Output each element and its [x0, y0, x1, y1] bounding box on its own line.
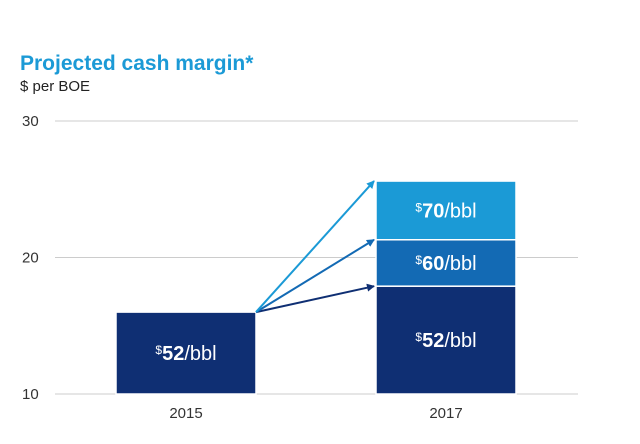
price-unit: /bbl	[184, 343, 216, 365]
currency-symbol: $	[415, 200, 422, 214]
chart-title: Projected cash margin*	[20, 52, 254, 75]
y-axis-unit-label: $ per BOE	[20, 78, 91, 95]
y-tick-label: 10	[22, 386, 39, 403]
price-amount: 52	[422, 330, 444, 352]
price-unit: /bbl	[444, 330, 476, 352]
y-tick-label: 20	[22, 250, 39, 267]
y-tick-label: 30	[22, 113, 39, 130]
x-tick-label: 2017	[429, 405, 462, 422]
currency-symbol: $	[415, 330, 422, 344]
price-unit: /bbl	[444, 253, 476, 275]
bar-segment-2015-52	[115, 311, 257, 395]
projection-arrow	[255, 283, 375, 314]
bar-segment-label: $70/bbl	[415, 200, 476, 222]
price-amount: 70	[422, 200, 444, 222]
bar-segment-2017-60	[375, 239, 517, 287]
currency-symbol: $	[155, 343, 162, 357]
projection-arrow	[255, 238, 375, 313]
currency-symbol: $	[415, 253, 422, 267]
bar-segment-label: $52/bbl	[155, 343, 216, 365]
bar-segment-label: $52/bbl	[415, 330, 476, 352]
bar-segment-label: $60/bbl	[415, 253, 476, 275]
price-amount: 52	[162, 343, 184, 365]
x-tick-label: 2015	[169, 405, 202, 422]
price-unit: /bbl	[444, 200, 476, 222]
bar-segment-2017-52	[375, 285, 517, 395]
projection-arrow	[255, 180, 375, 313]
bar-segment-2017-70	[375, 180, 517, 241]
price-amount: 60	[422, 253, 444, 275]
